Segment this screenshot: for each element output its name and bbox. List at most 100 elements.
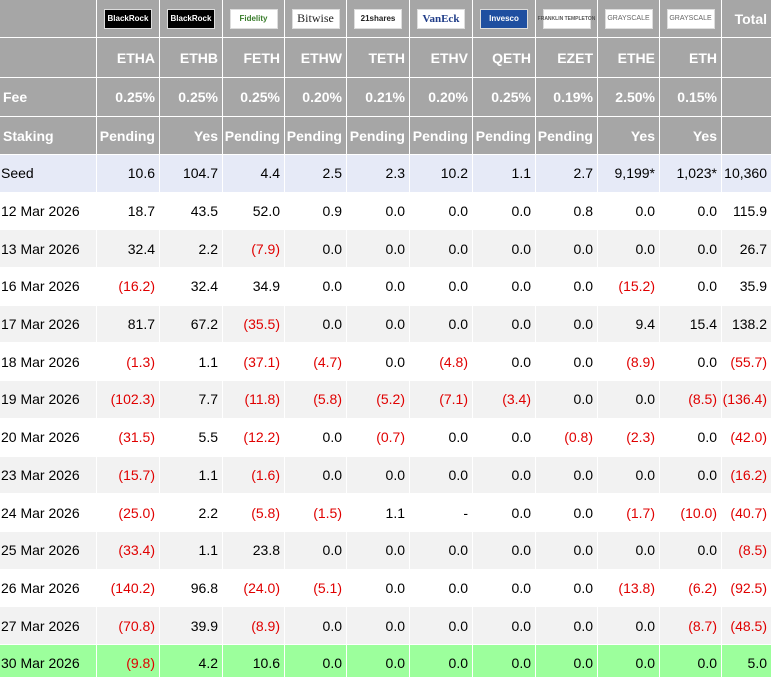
flow-value: 18.7	[97, 192, 160, 231]
total-value: 10,360	[722, 155, 772, 193]
fee-value: 0.19%	[536, 78, 598, 117]
total-value: (40.7)	[722, 494, 772, 532]
staking-value: Pending	[347, 117, 410, 155]
logo-cell: BlackRock	[160, 0, 223, 38]
flow-value: 32.4	[97, 230, 160, 269]
flow-value: 0.0	[410, 644, 473, 677]
flow-value: (8.9)	[598, 343, 660, 382]
ticker: TETH	[347, 38, 410, 78]
flow-value: 0.0	[347, 268, 410, 306]
flow-value: 0.0	[536, 569, 598, 608]
ticker: EZET	[536, 38, 598, 78]
fund-logo: VanEck	[417, 8, 465, 29]
flow-value: 0.0	[473, 569, 536, 608]
flow-value: 0.0	[347, 192, 410, 231]
total-value: (48.5)	[722, 607, 772, 645]
flow-value: 7.7	[160, 381, 223, 419]
staking-value: Yes	[660, 117, 722, 155]
flow-value: 0.0	[598, 456, 660, 495]
total-value: 138.2	[722, 305, 772, 344]
total-value: (136.4)	[722, 381, 772, 419]
flow-value: 0.0	[536, 230, 598, 269]
flow-value: 39.9	[160, 607, 223, 645]
date-label: 17 Mar 2026	[0, 305, 97, 344]
date-label: 20 Mar 2026	[0, 418, 97, 457]
staking-value: Yes	[160, 117, 223, 155]
date-label: 13 Mar 2026	[0, 230, 97, 269]
flow-value: 0.0	[536, 381, 598, 419]
flow-value: 0.0	[536, 343, 598, 382]
ticker: FETH	[223, 38, 285, 78]
flow-value: 0.0	[473, 418, 536, 457]
flow-value: 0.0	[347, 456, 410, 495]
total-value: 35.9	[722, 268, 772, 306]
flow-value: 1.1	[160, 456, 223, 495]
flow-value: 67.2	[160, 305, 223, 344]
flow-value: (12.2)	[223, 418, 285, 457]
flow-value: (4.8)	[410, 343, 473, 382]
flow-value: 0.0	[410, 531, 473, 570]
date-label: 30 Mar 2026	[0, 644, 97, 677]
flow-value: 0.0	[473, 644, 536, 677]
staking-value: Pending	[97, 117, 160, 155]
flow-value: 15.4	[660, 305, 722, 344]
date-label: 23 Mar 2026	[0, 456, 97, 495]
logo-cell: Invesco	[473, 0, 536, 38]
fund-logo: Bitwise	[291, 8, 340, 29]
flow-value: 81.7	[97, 305, 160, 344]
flow-value: 0.0	[536, 607, 598, 645]
flow-value: 0.0	[598, 230, 660, 269]
flow-value: 0.0	[660, 230, 722, 269]
fee-value: 0.20%	[410, 78, 473, 117]
flow-value: 0.0	[473, 192, 536, 231]
total-value: (92.5)	[722, 569, 772, 608]
corner	[0, 0, 97, 38]
flow-value: 0.0	[285, 607, 347, 645]
flow-value: 0.0	[473, 305, 536, 344]
staking-value: Pending	[223, 117, 285, 155]
flow-value: (37.1)	[223, 343, 285, 382]
flow-value: (25.0)	[97, 494, 160, 532]
flow-value: 0.0	[347, 531, 410, 570]
flow-value: (2.3)	[598, 418, 660, 457]
flow-value: (4.7)	[285, 343, 347, 382]
ticker: ETH	[660, 38, 722, 78]
total-value: 26.7	[722, 230, 772, 269]
flow-value: (8.9)	[223, 607, 285, 645]
logo-cell: Bitwise	[285, 0, 347, 38]
flow-value: 0.0	[660, 531, 722, 570]
flow-value: (35.5)	[223, 305, 285, 344]
flow-value: 34.9	[223, 268, 285, 306]
flow-value: (0.7)	[347, 418, 410, 457]
logo-cell: Fidelity	[223, 0, 285, 38]
flow-value: 0.0	[536, 456, 598, 495]
flow-value: (3.4)	[473, 381, 536, 419]
flow-value: 0.0	[410, 569, 473, 608]
blank	[722, 117, 772, 155]
total-value: (16.2)	[722, 456, 772, 495]
date-label: 26 Mar 2026	[0, 569, 97, 608]
flow-value: (1.3)	[97, 343, 160, 382]
flow-value: 0.0	[410, 607, 473, 645]
flow-value: 0.0	[598, 607, 660, 645]
flow-value: 0.0	[347, 569, 410, 608]
staking-value: Pending	[410, 117, 473, 155]
flow-value: 0.0	[285, 644, 347, 677]
flow-value: 52.0	[223, 192, 285, 231]
flow-value: 10.6	[97, 155, 160, 193]
date-label: 18 Mar 2026	[0, 343, 97, 382]
flow-value: 1.1	[347, 494, 410, 532]
date-label: Seed	[0, 155, 97, 193]
flow-value: 2.2	[160, 494, 223, 532]
flow-value: 0.0	[598, 644, 660, 677]
flow-value: (16.2)	[97, 268, 160, 306]
flow-value: (7.9)	[223, 230, 285, 269]
flow-value: 0.0	[660, 192, 722, 231]
fee-value: 0.25%	[223, 78, 285, 117]
fee-value: 2.50%	[598, 78, 660, 117]
blank	[722, 38, 772, 78]
flow-value: 0.0	[410, 230, 473, 269]
logo-cell: VanEck	[410, 0, 473, 38]
flow-value: (6.2)	[660, 569, 722, 608]
flow-value: (10.0)	[660, 494, 722, 532]
